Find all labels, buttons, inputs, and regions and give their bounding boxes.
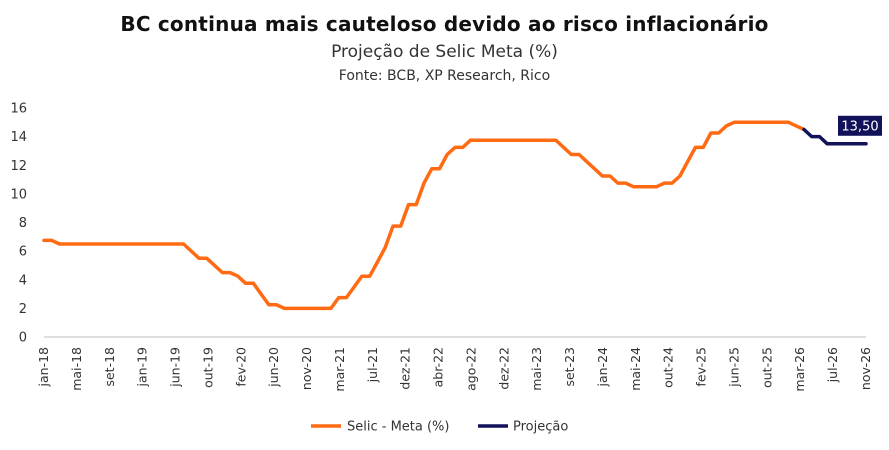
x-tick-label: abr-22 bbox=[431, 347, 446, 387]
x-tick-label: out-24 bbox=[661, 347, 676, 388]
y-tick-label: 6 bbox=[19, 245, 27, 260]
x-tick-label: dez-22 bbox=[496, 347, 511, 390]
x-tick-label: jan-18 bbox=[36, 347, 51, 388]
y-axis: 0 2 4 6 8 10 12 14 16 bbox=[10, 102, 27, 346]
chart-source: Fonte: BCB, XP Research, Rico bbox=[338, 68, 551, 84]
x-tick-label: nov-20 bbox=[299, 347, 314, 390]
x-tick-label: set-23 bbox=[562, 347, 577, 387]
x-tick-label: jan-24 bbox=[595, 347, 610, 388]
x-tick-label: jun-25 bbox=[726, 347, 741, 388]
y-tick-label: 14 bbox=[10, 130, 27, 145]
x-tick-label: ago-22 bbox=[463, 347, 478, 391]
x-tick-label: dez-21 bbox=[398, 347, 413, 390]
value-callout-box bbox=[838, 115, 882, 136]
y-tick-label: 0 bbox=[19, 331, 27, 346]
x-tick-label: jun-20 bbox=[266, 347, 281, 388]
y-tick-label: 12 bbox=[10, 159, 27, 174]
x-tick-label: jan-19 bbox=[135, 347, 150, 388]
x-tick-label: jun-19 bbox=[168, 347, 183, 388]
projecao-series-line bbox=[802, 127, 868, 146]
x-tick-label: mai-23 bbox=[529, 347, 544, 391]
legend-label-projecao: Projeção bbox=[513, 420, 568, 435]
selic-series-line bbox=[42, 120, 806, 311]
x-tick-label: fev-25 bbox=[694, 347, 709, 387]
value-callout: 13,50 bbox=[838, 115, 882, 136]
legend-label-selic: Selic - Meta (%) bbox=[347, 420, 449, 435]
x-tick-label: mai-18 bbox=[69, 347, 84, 391]
y-tick-label: 8 bbox=[19, 216, 27, 231]
x-tick-label: out-19 bbox=[200, 347, 215, 388]
value-callout-label: 13,50 bbox=[841, 119, 878, 134]
x-tick-label: mar-26 bbox=[792, 347, 807, 392]
x-axis: jan-18 mai-18 set-18 jan-19 jun-19 out-19 fev-… bbox=[36, 336, 873, 392]
chart-title: BC continua mais cauteloso devido ao ris… bbox=[120, 12, 769, 36]
legend: Selic - Meta (%) Projeção bbox=[311, 420, 568, 435]
y-tick-label: 2 bbox=[19, 302, 27, 317]
x-tick-label: fev-20 bbox=[233, 347, 248, 387]
x-tick-label: out-25 bbox=[759, 347, 774, 388]
x-tick-label: jul-21 bbox=[365, 347, 380, 383]
x-tick-label: jul-26 bbox=[825, 347, 840, 383]
x-tick-label: set-18 bbox=[102, 347, 117, 387]
x-tick-label: mai-24 bbox=[628, 347, 643, 391]
y-tick-label: 4 bbox=[19, 273, 27, 288]
series-layer bbox=[42, 120, 868, 311]
y-tick-label: 16 bbox=[10, 102, 27, 117]
y-tick-label: 10 bbox=[10, 187, 27, 202]
x-tick-label: mar-21 bbox=[332, 347, 347, 392]
chart-subtitle: Projeção de Selic Meta (%) bbox=[331, 42, 558, 62]
x-tick-label: nov-26 bbox=[858, 347, 873, 390]
